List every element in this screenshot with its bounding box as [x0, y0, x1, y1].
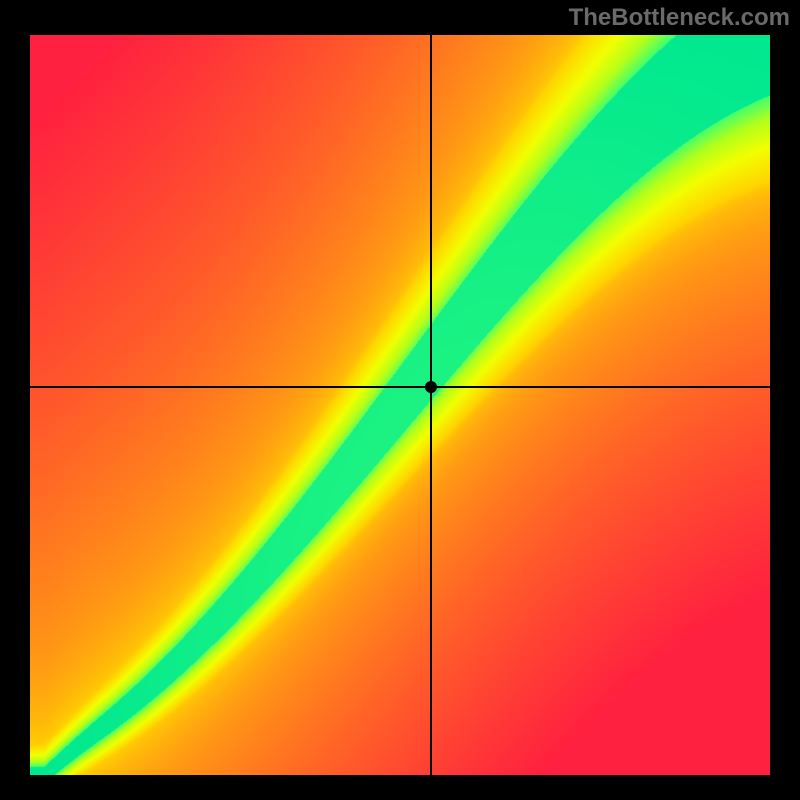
crosshair-vertical: [430, 35, 432, 775]
chart-container: TheBottleneck.com: [0, 0, 800, 800]
crosshair-point: [425, 381, 437, 393]
heatmap-canvas: [30, 35, 770, 775]
heatmap-plot: [30, 35, 770, 775]
crosshair-horizontal: [30, 386, 770, 388]
watermark-text: TheBottleneck.com: [569, 4, 790, 32]
